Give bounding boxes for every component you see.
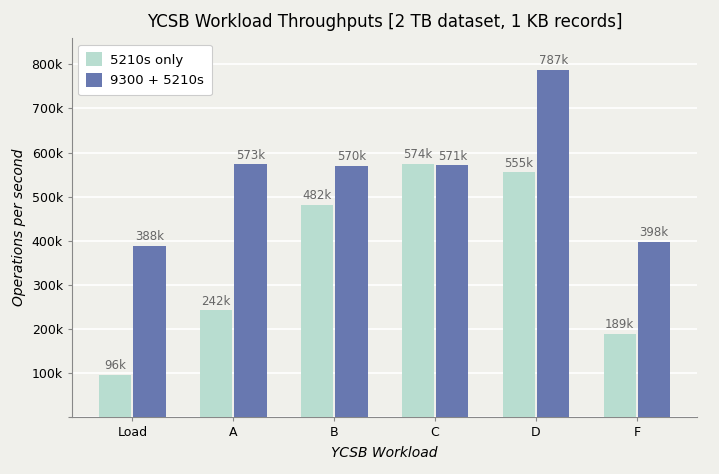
Text: 570k: 570k xyxy=(336,150,366,163)
Bar xyxy=(436,165,468,417)
Title: YCSB Workload Throughputs [2 TB dataset, 1 KB records]: YCSB Workload Throughputs [2 TB dataset,… xyxy=(147,13,623,31)
Y-axis label: Operations per second: Operations per second xyxy=(12,149,26,306)
Text: 242k: 242k xyxy=(201,295,231,308)
Text: 555k: 555k xyxy=(504,157,533,170)
Text: 574k: 574k xyxy=(403,148,433,161)
Bar xyxy=(402,164,434,417)
Bar xyxy=(335,166,367,417)
Bar xyxy=(503,173,535,417)
X-axis label: YCSB Workload: YCSB Workload xyxy=(331,446,438,460)
Bar xyxy=(134,246,166,417)
Text: 482k: 482k xyxy=(303,189,331,202)
Text: 189k: 189k xyxy=(605,318,634,331)
Text: 787k: 787k xyxy=(539,55,568,67)
Text: 571k: 571k xyxy=(438,150,467,163)
Bar xyxy=(537,70,569,417)
Bar xyxy=(638,242,670,417)
Bar xyxy=(234,164,267,417)
Bar xyxy=(99,375,132,417)
Text: 388k: 388k xyxy=(135,230,164,243)
Bar xyxy=(301,205,333,417)
Legend: 5210s only, 9300 + 5210s: 5210s only, 9300 + 5210s xyxy=(78,45,212,95)
Bar xyxy=(200,310,232,417)
Text: 573k: 573k xyxy=(236,149,265,162)
Bar xyxy=(604,334,636,417)
Text: 398k: 398k xyxy=(639,226,669,239)
Text: 96k: 96k xyxy=(104,359,127,372)
